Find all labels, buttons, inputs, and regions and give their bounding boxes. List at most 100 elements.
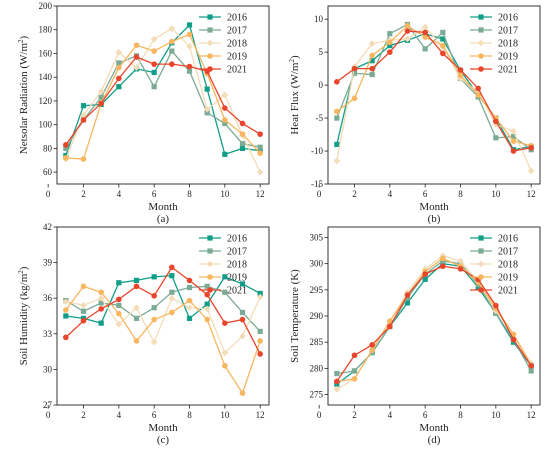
- panel-c-series-2019-point: [239, 390, 246, 396]
- panel-b-legend-2019-marker: [478, 53, 484, 59]
- panel-c-legend-2018-marker: [206, 260, 214, 268]
- panel-b-x-tick-label: 4: [388, 189, 393, 199]
- panel-b-y-tick-label: -5: [316, 113, 324, 123]
- panel-d-series-2021-point: [457, 266, 464, 272]
- panel-d-y-tick-label: 285: [310, 337, 324, 347]
- panel-c-legend-2021-marker: [207, 287, 213, 293]
- panel-b-legend-2018-label: 2018: [498, 39, 518, 50]
- panel-a-series-2019-point: [80, 156, 87, 162]
- panel-c-series-2018-point: [203, 305, 211, 313]
- panel-c-series-2017-point: [151, 305, 157, 311]
- panel-a-series-2018-point: [221, 91, 229, 99]
- panel-b-y-axis-label-end: ): [289, 55, 301, 59]
- panel-a-series-2019-point: [63, 155, 69, 161]
- panel-a-series-2018-point: [97, 88, 105, 95]
- panel-a-series-2019-point: [222, 117, 228, 123]
- panel-c-legend-2019-marker: [207, 274, 213, 280]
- panel-a-series-2016-line: [65, 24, 261, 156]
- panel-b-series-2017-point: [387, 31, 393, 37]
- panel-d-series-2017-point: [351, 368, 358, 374]
- panel-a-x-tick-label: 0: [46, 189, 51, 199]
- panel-b-x-tick-label: 10: [491, 189, 501, 199]
- panel-b-series-2019-point: [422, 34, 428, 40]
- panel-b-series-2018-point: [527, 167, 535, 175]
- panel-d-series-2019-point: [351, 376, 358, 382]
- panel-b-x-axis-label: Month: [419, 201, 449, 213]
- panel-b-series-2021-point: [369, 65, 375, 72]
- panel-a-series-2016-point: [239, 145, 246, 151]
- panel-a-plot-frame: [56, 5, 270, 185]
- panel-b-series-2017-point: [493, 135, 499, 141]
- panel-b-series-2017-point: [510, 133, 517, 140]
- panel-b-x-tick-label: 12: [527, 189, 536, 199]
- panel-b-series-2021-point: [440, 50, 446, 57]
- panel-d-x-tick-label: 4: [388, 410, 393, 420]
- panel-a-series-2021-point: [151, 61, 157, 67]
- panel-c-series-2021-point: [151, 293, 157, 299]
- panel-d-legend: 2016 2017 2018 2019 2021: [470, 234, 518, 297]
- panel-b-y-axis-label-sup: 2: [288, 59, 296, 63]
- panel-c-series-2019-line: [65, 285, 261, 394]
- panel-c-series-2016-line: [65, 274, 261, 324]
- panel-b-series-2018-point: [368, 40, 376, 47]
- panel-d-legend-2021-label: 2021: [498, 286, 518, 297]
- panel-a-x-tick-label: 4: [117, 189, 122, 199]
- panel-c-series-2016-point: [133, 277, 140, 283]
- panel-d-series-2021-point: [440, 263, 446, 270]
- panel-c-y-tick-label: 36: [43, 293, 53, 303]
- panel-a-series-2017-point: [204, 110, 210, 116]
- panel-b-panel-label: (b): [428, 213, 441, 225]
- panel-a-series-2018-point: [256, 168, 264, 176]
- panel-d-series-2021-point: [369, 341, 375, 348]
- panel-d-series-2018-point: [333, 385, 341, 393]
- panel-a-series-2018-point: [115, 48, 123, 56]
- panel-a-legend-2018-marker: [206, 39, 214, 47]
- panel-b-legend-2018-marker: [477, 39, 485, 47]
- panel-c-series-2018: [62, 293, 264, 357]
- panel-a-legend-2021-marker: [207, 66, 213, 72]
- panel-a-series-2017-point: [257, 144, 263, 150]
- panel-a-y-axis-label-end: ): [18, 35, 30, 39]
- panel-d-legend-2018-label: 2018: [498, 260, 518, 271]
- panel-b-series-2019-point: [510, 138, 517, 144]
- panel-c-series-2019-point: [80, 283, 87, 290]
- panel-c-series-2021-point: [116, 296, 122, 303]
- panel-a-y-tick-label: 80: [43, 143, 53, 153]
- panel-c-series-2021-point: [169, 264, 175, 271]
- panel-d-legend-2019-marker: [478, 274, 484, 280]
- panel-a-series-2021-line: [65, 56, 261, 146]
- panel-b-series-2017-point: [334, 115, 340, 121]
- panel-a-y-tick-label: 160: [39, 48, 53, 58]
- panel-a-series-2018-point: [133, 64, 140, 72]
- panel-c-series-2016-point: [257, 290, 263, 297]
- panel-c-series-2017-point: [133, 315, 140, 321]
- panel-d-y-tick-label: 280: [310, 363, 324, 373]
- panel-c-legend: 2016 2017 2018 2019 2021: [199, 234, 247, 297]
- panel-a-series-2021-point: [98, 100, 104, 107]
- panel-a-x-axis-label: Month: [148, 201, 178, 213]
- panel-c-series-2021-line: [65, 266, 261, 355]
- panel-c-series-2017-point: [222, 289, 228, 295]
- panel-d-legend-2016-marker: [478, 235, 484, 241]
- panel-a-x-tick-label: 12: [256, 189, 265, 199]
- panel-b-series-2019-line: [336, 25, 532, 147]
- panel-a-y-axis-label-main: Netsolar Radiation (W/m: [18, 43, 30, 155]
- panel-a-y-axis-label-sup: 2: [17, 39, 25, 43]
- panel-c-series-2021: [63, 264, 263, 357]
- panel-a-x-tick-label: 2: [81, 189, 86, 199]
- panel-c-series-2016-point: [169, 273, 175, 279]
- panel-a-series-2018-point: [80, 111, 87, 119]
- panel-c-series-2021-point: [80, 317, 87, 324]
- panel-c-x-tick-label: 6: [152, 410, 157, 420]
- panel-d-y-tick-label: 295: [310, 285, 324, 295]
- panel-a-series-2021-point: [257, 131, 263, 137]
- panel-a-series-2017-point: [63, 145, 69, 151]
- panel-a-series-2016-point: [204, 86, 210, 92]
- panel-a-series-2018-point: [186, 43, 193, 50]
- panel-c-series-2017-point: [98, 300, 104, 306]
- panel-a-x-tick-label: 10: [220, 189, 230, 199]
- panel-a-y-tick-label: 200: [39, 1, 53, 11]
- panel-a-series-2017-point: [116, 60, 122, 66]
- panel-b-legend-2017-marker: [478, 27, 484, 33]
